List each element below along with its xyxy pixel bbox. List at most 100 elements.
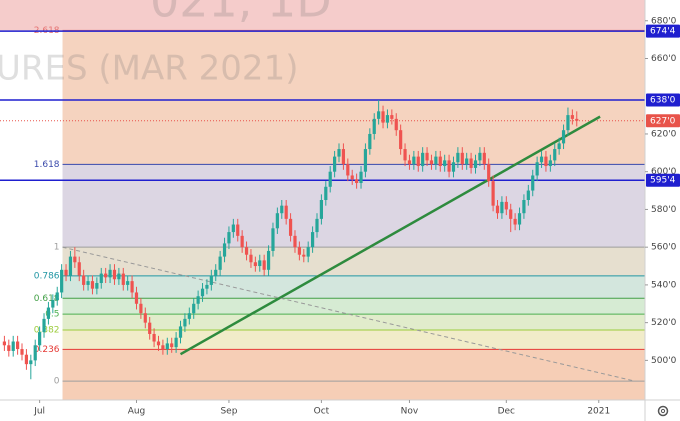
candle-body: [495, 205, 500, 214]
y-tick-label: 620'0: [651, 129, 677, 139]
candle-body: [249, 254, 253, 263]
last-price-label: 627'0: [650, 116, 676, 126]
hline-label: 595'4: [650, 176, 676, 186]
candle-body: [156, 341, 161, 346]
candle-body: [280, 205, 284, 214]
candle-body: [315, 218, 319, 233]
candle-body: [108, 269, 112, 278]
candle-body: [86, 281, 90, 285]
fib-band: [0, 0, 645, 31]
candle-body: [372, 118, 376, 134]
candle-body: [306, 247, 310, 257]
fib-label: 0: [54, 377, 60, 387]
x-tick-label: Aug: [128, 407, 146, 417]
candle-body: [346, 164, 350, 176]
candle-body: [390, 115, 394, 119]
candle-body: [214, 269, 218, 276]
candle-body: [487, 164, 491, 182]
candle-body: [20, 349, 24, 355]
candle-body: [451, 162, 456, 172]
candle-body: [363, 149, 368, 172]
candle-body: [46, 307, 51, 319]
candle-body: [539, 156, 544, 163]
candle-body: [302, 254, 306, 257]
candle-body: [425, 152, 429, 161]
candle-body: [7, 345, 11, 351]
fib-band: [62, 314, 645, 330]
gear[interactable]: [657, 405, 669, 417]
candle-body: [258, 260, 262, 267]
candle-body: [227, 232, 231, 244]
candle-body: [443, 160, 447, 167]
candle-body: [42, 318, 46, 333]
candle-body: [218, 256, 222, 270]
candle-body: [240, 235, 244, 248]
fib-band: [62, 330, 645, 350]
last-price-label-box: [646, 114, 680, 128]
x-tick-label: Nov: [401, 407, 419, 417]
fib-label: 1: [54, 243, 60, 253]
candle-body: [178, 326, 183, 338]
gear-hub[interactable]: [660, 408, 666, 414]
candle-body: [310, 232, 315, 248]
candle-body: [438, 156, 442, 167]
fib-band: [62, 247, 645, 276]
candle-body: [121, 273, 125, 285]
candle-body: [504, 201, 508, 210]
settings-icon[interactable]: [657, 405, 669, 417]
candle-body: [288, 218, 293, 236]
candle-body: [165, 343, 169, 350]
fib-label: 1.618: [34, 160, 60, 170]
y-tick-label: 520'0: [651, 318, 677, 328]
candle-body: [209, 275, 213, 285]
candle-body: [355, 179, 359, 184]
fib-band: [62, 30, 645, 165]
hline-label-box: [646, 173, 680, 187]
candle-body: [38, 332, 42, 346]
candle-body: [359, 171, 363, 184]
candle-body: [328, 171, 332, 187]
candle-body: [394, 118, 398, 131]
hline-label: 638'0: [650, 96, 676, 106]
candle-body: [266, 250, 271, 270]
x-tick-label: Jul: [33, 407, 45, 417]
hline-label-box: [646, 24, 680, 38]
candle-body: [222, 243, 227, 257]
candle-body: [421, 152, 425, 167]
candle-body: [64, 269, 68, 276]
y-tick-label: 660'0: [651, 54, 677, 64]
candle-body: [491, 181, 495, 206]
candle-body: [275, 213, 279, 229]
candle-body: [324, 186, 328, 200]
fib-label: 0.618: [34, 294, 60, 304]
watermark: 021, 1D: [150, 0, 332, 28]
candle-body: [236, 224, 240, 236]
candle-body: [385, 115, 390, 123]
y-tick-label: 560'0: [651, 243, 677, 253]
x-tick-label: 2021: [587, 407, 610, 417]
candle-body: [82, 275, 86, 285]
candle-body: [434, 156, 438, 165]
candle-body: [205, 284, 209, 289]
candle-body: [95, 283, 99, 289]
fib-label: 0.5: [45, 310, 59, 320]
candle-body: [55, 292, 59, 300]
candle-body: [77, 262, 81, 276]
candle-body: [548, 160, 552, 167]
y-tick-label: 500'0: [651, 356, 677, 366]
candle-body: [170, 343, 174, 348]
candle-body: [143, 313, 147, 323]
candle-body: [544, 156, 548, 167]
candle-body: [244, 247, 249, 255]
candle-body: [262, 260, 266, 270]
candle-body: [2, 341, 7, 346]
candle-body: [517, 213, 522, 225]
candle-body: [465, 158, 469, 165]
candle-body: [152, 333, 156, 342]
x-tick-label: Sep: [220, 407, 237, 417]
candle-body: [126, 281, 130, 285]
fib-label: 0.236: [34, 345, 60, 355]
candle-body: [196, 296, 200, 304]
